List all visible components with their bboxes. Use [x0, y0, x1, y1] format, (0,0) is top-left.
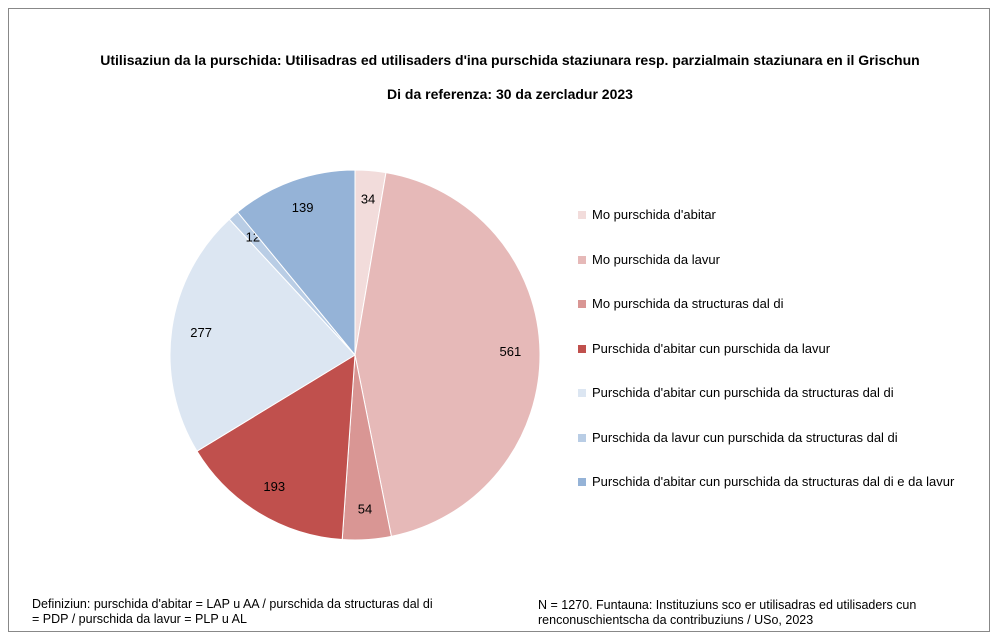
legend-swatch: [578, 344, 586, 353]
chart-subtitle: Di da referenza: 30 da zercladur 2023: [387, 86, 633, 102]
chart-frame: [8, 8, 990, 632]
legend-swatch: [578, 300, 586, 308]
pie-slice: [354, 172, 541, 537]
legend-swatch: [578, 211, 586, 219]
legend-label: Purschida da lavur cun purschida da stru…: [592, 429, 898, 445]
footnote: N = 1270. Funtauna: Instituziuns sco er …: [538, 598, 917, 627]
data-label: 139: [292, 200, 314, 215]
legend-item: Mo purschida d'abitar: [578, 207, 978, 223]
pie-slice: [236, 169, 356, 357]
legend-swatch: [578, 478, 586, 486]
legend-item: Mo purschida da lavur: [578, 252, 978, 268]
legend-item: Purschida da lavur cun purschida da stru…: [578, 430, 978, 446]
chart-title: Utilisaziun da la purschida: Utilisadras…: [100, 52, 920, 68]
legend-label: Mo purschida da structuras dal di: [592, 296, 784, 311]
legend-item: Purschida d'abitar cun purschida da lavu…: [578, 341, 978, 357]
footnote: Definiziun: purschida d'abitar = LAP u A…: [32, 597, 433, 626]
pie-slice: [169, 218, 356, 452]
data-label: 277: [190, 325, 212, 340]
legend-label: Mo purschida da lavur: [592, 251, 720, 267]
legend-swatch: [578, 433, 586, 442]
legend-swatch: [578, 389, 586, 397]
legend-swatch: [578, 255, 586, 264]
legend-label: Purschida d'abitar cun purschida da stru…: [592, 474, 955, 489]
legend-item: Purschida d'abitar cun purschida da stru…: [578, 385, 978, 401]
data-label: 561: [500, 344, 522, 359]
legend-item: Mo purschida da structuras dal di: [578, 296, 978, 312]
data-label: 193: [263, 479, 285, 494]
legend-item: Purschida d'abitar cun purschida da stru…: [578, 474, 978, 490]
pie-slice: [196, 354, 356, 541]
data-label: 34: [361, 192, 375, 207]
data-label: 54: [358, 502, 372, 517]
legend-label: Purschida d'abitar cun purschida da stru…: [592, 385, 894, 400]
legend-label: Purschida d'abitar cun purschida da lavu…: [592, 340, 831, 356]
legend-label: Mo purschida d'abitar: [592, 207, 716, 222]
